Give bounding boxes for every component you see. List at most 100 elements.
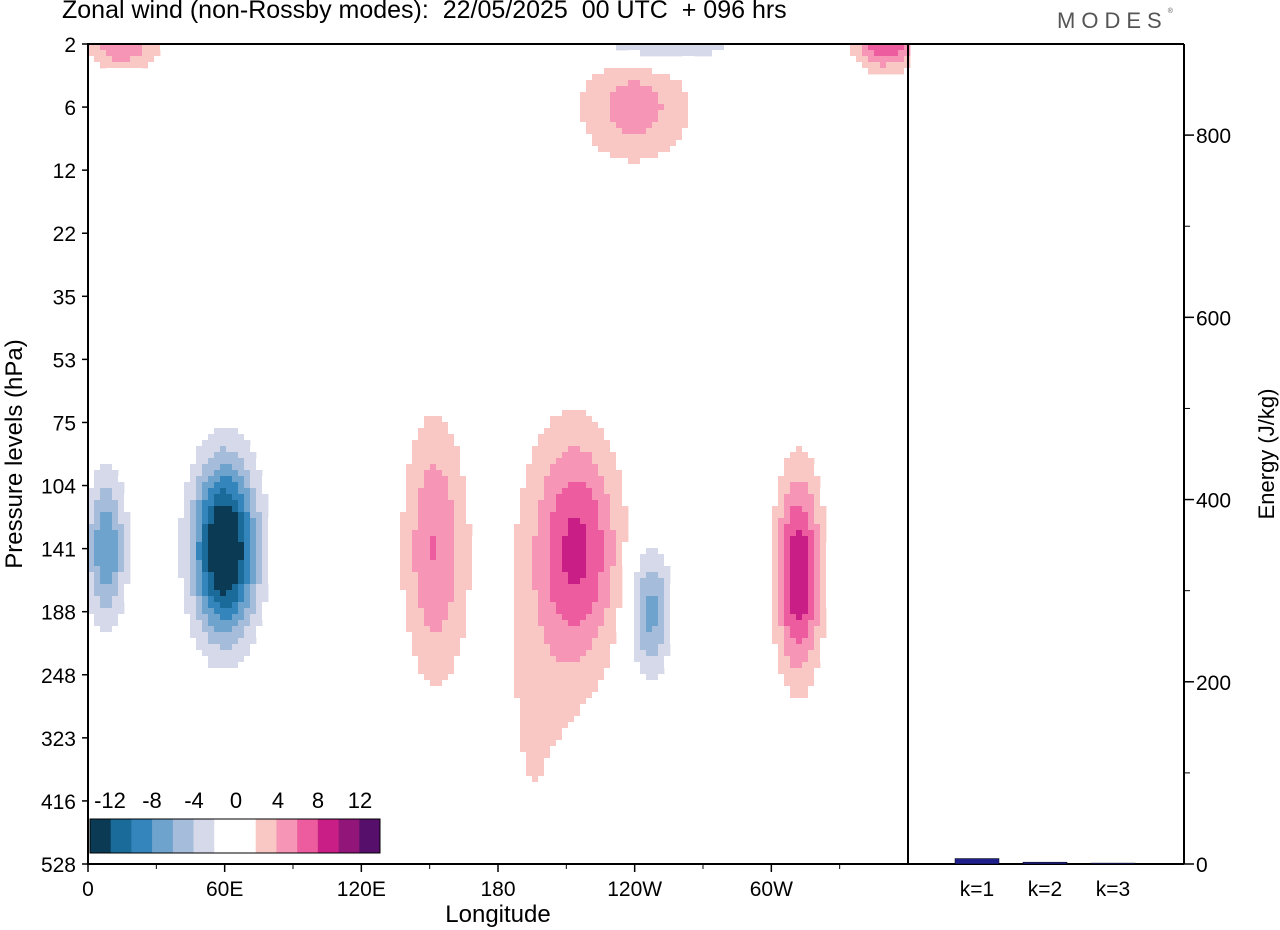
heatmap-cell	[592, 680, 599, 687]
heatmap-cell	[598, 686, 605, 693]
heatmap-cell	[88, 44, 95, 51]
heatmap-cell	[604, 560, 611, 567]
heatmap-cell	[400, 518, 407, 525]
heatmap-cell	[538, 542, 545, 549]
heatmap-cell	[262, 572, 269, 579]
heatmap-cell	[820, 536, 827, 543]
heatmap-cell	[550, 770, 557, 777]
heatmap-cell	[820, 590, 827, 597]
heatmap-cell	[196, 584, 203, 591]
y-tick-label: 75	[53, 412, 76, 435]
heatmap-cell	[610, 560, 617, 567]
heatmap-cell	[574, 512, 581, 519]
heatmap-cell	[214, 494, 221, 501]
heatmap-cell	[238, 536, 245, 543]
heatmap-cell	[106, 560, 113, 567]
heatmap-cell	[514, 584, 521, 591]
heatmap-cell	[574, 566, 581, 573]
heatmap-cell	[598, 116, 605, 123]
heatmap-cell	[610, 638, 617, 645]
heatmap-cell	[244, 608, 251, 615]
heatmap-cell	[130, 44, 137, 51]
heatmap-cell	[412, 482, 419, 489]
heatmap-cell	[610, 74, 617, 81]
heatmap-cell	[460, 596, 467, 603]
heatmap-cell	[784, 620, 791, 627]
heatmap-cell	[562, 584, 569, 591]
heatmap-cell	[214, 458, 221, 465]
heatmap-cell	[802, 578, 809, 585]
heatmap-cell	[598, 560, 605, 567]
heatmap-cell	[118, 566, 125, 573]
heatmap-cell	[436, 674, 443, 681]
heatmap-cell	[220, 590, 227, 597]
heatmap-cell	[238, 662, 245, 669]
heatmap-cell	[442, 638, 449, 645]
heatmap-cell	[466, 614, 473, 621]
heatmap-cell	[550, 518, 557, 525]
heatmap-cell	[436, 530, 443, 537]
heatmap-cell	[514, 590, 521, 597]
heatmap-cell	[418, 590, 425, 597]
heatmap-cell	[208, 656, 215, 663]
heatmap-cell	[508, 752, 515, 759]
heatmap-cell	[226, 662, 233, 669]
heatmap-cell	[598, 644, 605, 651]
heatmap-cell	[580, 494, 587, 501]
heatmap-cell	[442, 548, 449, 555]
heatmap-cell	[424, 530, 431, 537]
heatmap-cell	[436, 470, 443, 477]
heatmap-cell	[568, 488, 575, 495]
heatmap-cell	[592, 404, 599, 411]
heatmap-cell	[238, 584, 245, 591]
heatmap-cell	[436, 692, 443, 699]
heatmap-cell	[226, 620, 233, 627]
heatmap-cell	[688, 128, 695, 135]
heatmap-cell	[592, 590, 599, 597]
heatmap-cell	[238, 614, 245, 621]
heatmap-cell	[562, 542, 569, 549]
heatmap-cell	[808, 548, 815, 555]
heatmap-cell	[226, 434, 233, 441]
heatmap-cell	[592, 614, 599, 621]
heatmap-cell	[790, 494, 797, 501]
heatmap-cell	[556, 476, 563, 483]
heatmap-cell	[514, 800, 521, 807]
heatmap-cell	[502, 698, 509, 705]
heatmap-cell	[580, 416, 587, 423]
heatmap-cell	[208, 626, 215, 633]
heatmap-cell	[796, 614, 803, 621]
heatmap-cell	[526, 764, 533, 771]
heatmap-cell	[118, 578, 125, 585]
heatmap-cell	[262, 482, 269, 489]
heatmap-cell	[574, 626, 581, 633]
heatmap-cell	[646, 140, 653, 147]
heatmap-cell	[580, 122, 587, 129]
heatmap-cell	[232, 434, 239, 441]
heatmap-cell	[628, 86, 635, 93]
heatmap-cell	[610, 152, 617, 159]
heatmap-cell	[568, 518, 575, 525]
heatmap-cell	[574, 644, 581, 651]
heatmap-cell	[526, 560, 533, 567]
heatmap-cell	[508, 704, 515, 711]
heatmap-cell	[556, 734, 563, 741]
heatmap-cell	[544, 674, 551, 681]
heatmap-cell	[652, 632, 659, 639]
heatmap-cell	[856, 50, 863, 57]
heatmap-cell	[688, 92, 695, 99]
heatmap-cell	[178, 596, 185, 603]
heatmap-cell	[202, 500, 209, 507]
heatmap-cell	[430, 398, 437, 405]
heatmap-cell	[586, 542, 593, 549]
heatmap-cell	[538, 434, 545, 441]
heatmap-cell	[652, 662, 659, 669]
heatmap-cell	[538, 524, 545, 531]
heatmap-cell	[598, 536, 605, 543]
heatmap-cell	[784, 500, 791, 507]
heatmap-cell	[790, 470, 797, 477]
heatmap-cell	[532, 440, 539, 447]
heatmap-cell	[586, 518, 593, 525]
heatmap-cell	[106, 542, 113, 549]
heatmap-cell	[238, 470, 245, 477]
